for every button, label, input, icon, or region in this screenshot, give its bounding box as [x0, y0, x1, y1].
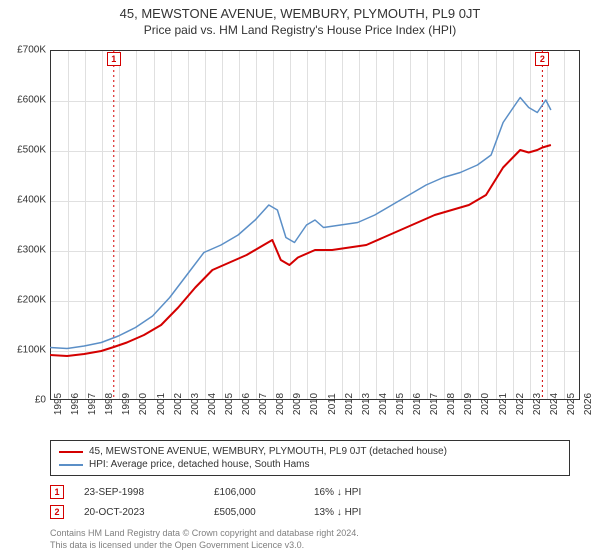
x-axis-label: 2006 — [241, 393, 252, 415]
chart-area: £0£100K£200K£300K£400K£500K£600K£700K199… — [50, 50, 580, 400]
x-axis-label: 1996 — [70, 393, 81, 415]
sale-marker: 1 — [50, 485, 64, 499]
reference-marker: 1 — [107, 52, 121, 66]
x-axis-label: 2004 — [207, 393, 218, 415]
x-axis-label: 1997 — [87, 393, 98, 415]
x-axis-label: 2021 — [498, 393, 509, 415]
x-axis-label: 2010 — [309, 393, 320, 415]
sale-row: 2 20-OCT-2023 £505,000 13% ↓ HPI — [50, 502, 570, 522]
chart-container: 45, MEWSTONE AVENUE, WEMBURY, PLYMOUTH, … — [0, 0, 600, 560]
sale-date: 23-SEP-1998 — [84, 487, 194, 498]
chart-title: 45, MEWSTONE AVENUE, WEMBURY, PLYMOUTH, … — [0, 0, 600, 21]
x-axis-label: 2005 — [224, 393, 235, 415]
footer-line: This data is licensed under the Open Gov… — [50, 540, 359, 552]
sale-diff: 16% ↓ HPI — [314, 487, 414, 498]
footer-text: Contains HM Land Registry data © Crown c… — [50, 528, 359, 551]
legend-label: 45, MEWSTONE AVENUE, WEMBURY, PLYMOUTH, … — [89, 446, 447, 457]
x-axis-label: 2026 — [583, 393, 594, 415]
y-axis-label: £100K — [0, 345, 46, 356]
sale-diff: 13% ↓ HPI — [314, 507, 414, 518]
legend-swatch — [59, 451, 83, 453]
y-axis-label: £700K — [0, 45, 46, 56]
x-axis-label: 1999 — [121, 393, 132, 415]
x-axis-label: 2013 — [361, 393, 372, 415]
x-axis-label: 2011 — [327, 393, 338, 415]
sale-row: 1 23-SEP-1998 £106,000 16% ↓ HPI — [50, 482, 570, 502]
x-axis-label: 2022 — [515, 393, 526, 415]
sale-marker: 2 — [50, 505, 64, 519]
legend-item: 45, MEWSTONE AVENUE, WEMBURY, PLYMOUTH, … — [59, 445, 561, 458]
y-axis-label: £0 — [0, 395, 46, 406]
x-axis-label: 2000 — [138, 393, 149, 415]
y-axis-label: £600K — [0, 95, 46, 106]
x-axis-label: 2008 — [275, 393, 286, 415]
y-axis-label: £300K — [0, 245, 46, 256]
sale-date: 20-OCT-2023 — [84, 507, 194, 518]
x-axis-label: 2015 — [395, 393, 406, 415]
sale-price: £106,000 — [214, 487, 294, 498]
legend-item: HPI: Average price, detached house, Sout… — [59, 458, 561, 471]
sales-table: 1 23-SEP-1998 £106,000 16% ↓ HPI 2 20-OC… — [50, 482, 570, 522]
x-axis-label: 2024 — [549, 393, 560, 415]
x-axis-label: 2014 — [378, 393, 389, 415]
chart-subtitle: Price paid vs. HM Land Registry's House … — [0, 21, 600, 41]
x-axis-label: 1995 — [53, 393, 64, 415]
x-axis-label: 2019 — [463, 393, 474, 415]
x-axis-label: 2002 — [173, 393, 184, 415]
footer-line: Contains HM Land Registry data © Crown c… — [50, 528, 359, 540]
x-axis-label: 2003 — [190, 393, 201, 415]
x-axis-label: 2025 — [566, 393, 577, 415]
x-axis-label: 2016 — [412, 393, 423, 415]
sale-price: £505,000 — [214, 507, 294, 518]
x-axis-label: 2020 — [480, 393, 491, 415]
legend-swatch — [59, 464, 83, 466]
y-axis-label: £400K — [0, 195, 46, 206]
legend-label: HPI: Average price, detached house, Sout… — [89, 459, 310, 470]
x-axis-label: 2009 — [292, 393, 303, 415]
reference-marker: 2 — [535, 52, 549, 66]
x-axis-label: 2018 — [446, 393, 457, 415]
x-axis-label: 2007 — [258, 393, 269, 415]
x-axis-label: 1998 — [104, 393, 115, 415]
x-axis-label: 2017 — [429, 393, 440, 415]
legend-box: 45, MEWSTONE AVENUE, WEMBURY, PLYMOUTH, … — [50, 440, 570, 476]
y-axis-label: £500K — [0, 145, 46, 156]
plot-region — [50, 50, 580, 400]
y-axis-label: £200K — [0, 295, 46, 306]
x-axis-label: 2001 — [156, 393, 167, 415]
x-axis-label: 2012 — [344, 393, 355, 415]
x-axis-label: 2023 — [532, 393, 543, 415]
